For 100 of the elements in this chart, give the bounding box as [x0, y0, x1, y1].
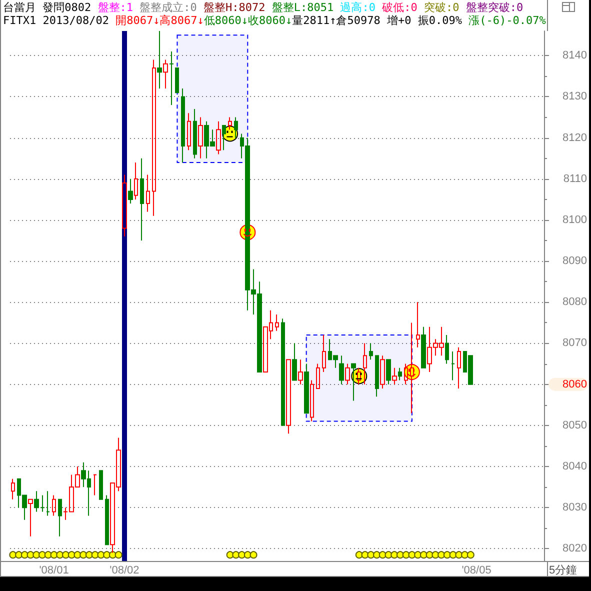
candlestick	[52, 494, 56, 516]
candlestick	[451, 350, 455, 381]
candlestick	[146, 174, 150, 212]
candlestick	[181, 88, 185, 163]
candlestick	[175, 67, 179, 94]
candlestick	[187, 112, 191, 151]
candlestick	[275, 314, 279, 332]
candlestick	[216, 120, 221, 155]
candlestick	[351, 363, 356, 402]
point	[420, 551, 428, 559]
point	[390, 551, 398, 559]
y-tick-label: 8070	[562, 337, 587, 350]
point	[80, 551, 88, 559]
point	[44, 551, 52, 559]
point	[9, 551, 17, 559]
point	[62, 551, 70, 559]
candlestick	[128, 178, 133, 204]
candlestick	[392, 367, 397, 385]
point	[85, 551, 93, 559]
y-tick-label: 8100	[562, 214, 587, 226]
candlestick	[152, 59, 156, 216]
y-tick-label: 8050	[562, 419, 587, 432]
point	[32, 551, 40, 559]
point	[402, 551, 410, 559]
candlestick	[105, 494, 109, 546]
y-tick-label: 8080	[562, 296, 587, 308]
candlestick	[339, 355, 344, 385]
candlestick	[58, 498, 62, 537]
candlestick	[157, 30, 162, 90]
candlestick	[292, 342, 297, 381]
candlestick	[363, 342, 367, 385]
y-tick-label: 8110	[563, 172, 587, 185]
candlestick	[46, 490, 50, 516]
candlestick	[222, 124, 226, 151]
text: FITX1 2013/08/02 開8067↓高8067↓低8060↓收8060↓量2811↑倉50978 增+0 振0.09% 漲(-6)-0.07%	[3, 14, 546, 27]
candlestick	[304, 363, 309, 414]
y-tick-label: 8040	[562, 460, 587, 473]
point	[103, 551, 111, 559]
candlestick	[169, 51, 174, 106]
point	[114, 551, 122, 559]
point	[91, 551, 99, 559]
point	[414, 551, 422, 559]
candlestick	[28, 498, 33, 537]
candlestick	[298, 359, 303, 385]
y-tick-label: 8060	[562, 378, 587, 390]
x-tick-label: '08/01	[39, 564, 69, 576]
candlestick	[99, 470, 103, 500]
point	[26, 551, 34, 559]
candlestick	[198, 116, 203, 159]
candlestick	[281, 318, 285, 426]
point	[232, 551, 240, 559]
candlestick	[234, 116, 238, 138]
point	[238, 551, 246, 559]
candlestick	[193, 108, 197, 159]
point	[443, 551, 451, 559]
y-tick-label: 8130	[562, 90, 587, 103]
y-tick-label: 8120	[562, 132, 587, 144]
y-tick-label: 8090	[562, 255, 587, 268]
chart-title: 台當月 發問0802 盤整:1 盤整成立:0 盤整H:8072 盤整L:8051 過高:0 破低:0 突破:0 盤整突破:0	[3, 1, 524, 14]
point	[373, 551, 381, 559]
x-axis-title: 5分鐘	[549, 564, 578, 576]
point	[466, 551, 474, 559]
candlestick	[316, 363, 320, 389]
y-tick-label: 8030	[562, 502, 587, 514]
candlestick	[163, 59, 168, 90]
y-tick-label: 8140	[562, 50, 587, 62]
point	[396, 551, 404, 559]
candlestick	[11, 478, 15, 500]
point	[378, 551, 386, 559]
candlestick	[386, 359, 391, 385]
point	[455, 551, 463, 559]
candlestick	[457, 346, 461, 389]
candlestick	[140, 158, 144, 242]
y-tick-label: 8020	[562, 542, 587, 555]
point	[15, 551, 23, 559]
point	[244, 551, 252, 559]
candlestick	[345, 363, 350, 385]
candlestick	[228, 116, 232, 130]
candlestick	[357, 367, 361, 385]
point	[250, 551, 258, 559]
candlestick	[134, 162, 138, 200]
point	[367, 551, 375, 559]
x-tick-label: '08/02	[110, 564, 140, 576]
x-tick-label: '08/05	[462, 564, 492, 576]
point	[56, 551, 64, 559]
point	[38, 551, 46, 559]
candlestick	[122, 174, 127, 237]
point	[355, 551, 363, 559]
candlestick	[310, 380, 314, 422]
point	[449, 551, 457, 559]
candlestick	[380, 355, 385, 389]
candlestick	[93, 474, 97, 496]
candlestick	[416, 302, 420, 348]
candlestick	[398, 367, 402, 381]
candlestick	[286, 359, 291, 434]
candlestick	[445, 334, 449, 364]
point	[20, 551, 28, 559]
candlestick	[322, 334, 326, 373]
point	[226, 551, 234, 559]
candlestick	[421, 326, 426, 368]
